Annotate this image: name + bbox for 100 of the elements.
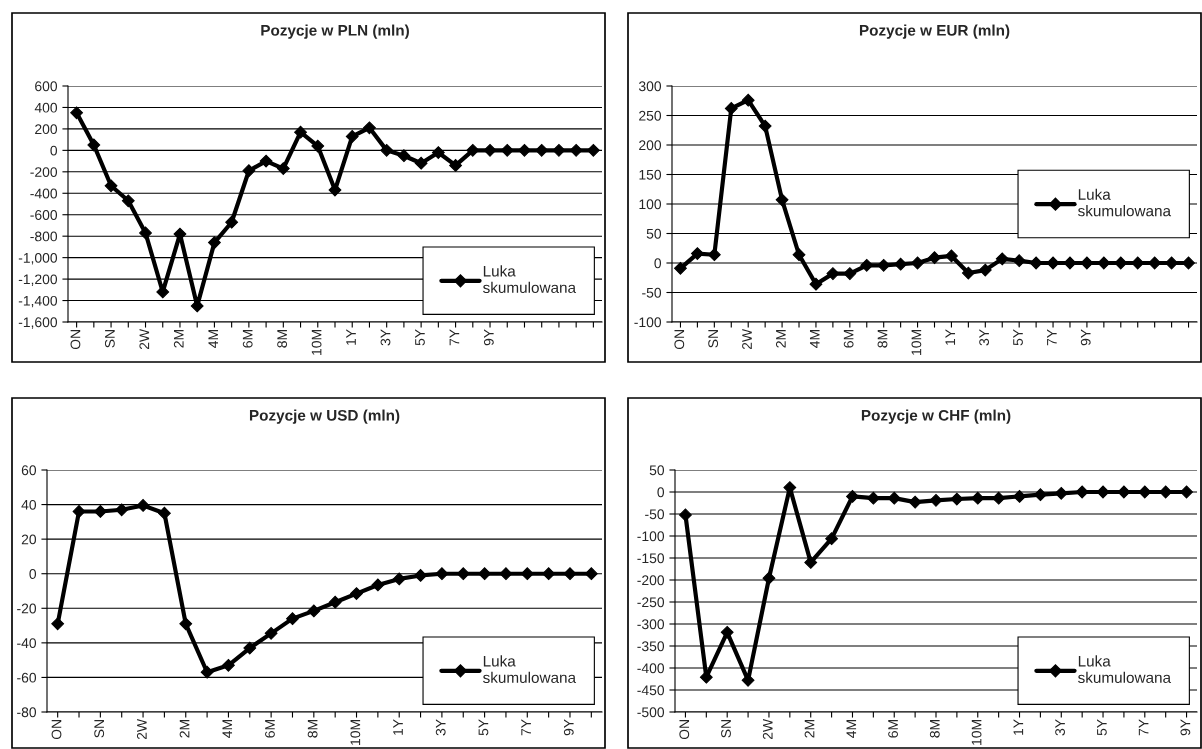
y-tick-label: 400: [34, 102, 58, 113]
chart-title: Pozycje w PLN (mln): [261, 24, 409, 39]
point: [518, 143, 531, 157]
point: [1097, 256, 1111, 270]
x-tick-label: SN: [94, 720, 105, 738]
x-tick-label: 3Y: [380, 329, 391, 346]
point: [307, 604, 321, 618]
point: [136, 499, 150, 512]
point: [520, 567, 534, 581]
x-tick-label: 7Y: [1138, 719, 1149, 736]
x-tick-label: 2W: [762, 718, 773, 740]
point: [1054, 486, 1068, 500]
y-tick-label: -600: [30, 210, 58, 220]
point: [115, 503, 129, 517]
point: [431, 146, 445, 159]
y-tick-label: -40: [17, 638, 37, 649]
point: [860, 258, 874, 272]
point: [995, 252, 1009, 266]
x-tick-label: 7Y: [449, 329, 460, 346]
point: [992, 491, 1006, 505]
y-tick-label: 300: [638, 81, 662, 92]
y-tick-label: 200: [35, 124, 58, 135]
x-tick-label: 5Y: [478, 719, 489, 736]
point: [87, 138, 101, 152]
y-tick-label: -1,000: [18, 252, 58, 265]
x-tick-label: SN: [104, 330, 115, 348]
point: [563, 567, 577, 581]
point: [809, 277, 823, 291]
point: [1117, 485, 1131, 499]
point: [311, 139, 325, 153]
point: [478, 567, 492, 581]
point: [93, 505, 107, 518]
point: [225, 215, 239, 229]
point: [950, 492, 964, 506]
point: [929, 493, 943, 507]
point: [1075, 485, 1089, 499]
y-tick-label: 250: [639, 110, 662, 121]
y-tick-label: -400: [637, 663, 665, 674]
point: [1148, 256, 1162, 270]
y-tick-label: -1,200: [18, 274, 58, 286]
y-tick-label: 600: [35, 81, 58, 92]
point: [1012, 254, 1026, 268]
point: [877, 258, 891, 272]
point: [542, 567, 556, 581]
point: [887, 491, 901, 505]
y-tick-label: -50: [642, 287, 662, 298]
y-tick-label: 200: [639, 140, 662, 151]
point: [70, 106, 84, 120]
point: [104, 179, 118, 193]
y-tick-label: 150: [639, 169, 662, 180]
point: [866, 491, 880, 505]
x-tick-label: 10M: [911, 330, 922, 355]
point: [208, 236, 221, 250]
x-tick-label: 2M: [179, 720, 190, 738]
y-tick-label: -60: [17, 672, 37, 683]
point: [200, 665, 214, 679]
point: [762, 571, 776, 585]
x-tick-label: 3Y: [979, 329, 990, 346]
y-tick-label: -50: [645, 509, 665, 520]
point: [1182, 256, 1195, 270]
x-tick-label: 8M: [277, 330, 288, 348]
point: [1180, 485, 1193, 499]
x-tick-label: 6M: [242, 330, 253, 348]
x-tick-label: 2W: [742, 328, 752, 350]
point: [741, 93, 755, 107]
x-tick-label: 9Y: [563, 719, 574, 736]
chart-title: Pozycje w EUR (mln): [859, 24, 1010, 39]
point: [51, 617, 65, 631]
point: [414, 569, 427, 582]
y-tick-label: -500: [637, 707, 665, 718]
point: [978, 263, 992, 277]
point: [586, 143, 600, 157]
point: [397, 149, 411, 163]
x-tick-label: 3Y: [1055, 719, 1066, 736]
x-tick-label: 8M: [307, 720, 318, 738]
point: [222, 658, 235, 672]
y-tick-label: 40: [21, 499, 37, 510]
x-tick-label: 9Y: [1080, 329, 1091, 346]
x-tick-label: 10M: [350, 720, 361, 745]
point: [908, 495, 922, 509]
point: [371, 578, 385, 592]
x-tick-label: 6M: [843, 330, 854, 348]
y-tick-label: -450: [637, 685, 665, 696]
x-tick-label: 1Y: [1013, 719, 1024, 735]
x-tick-label: 6M: [888, 720, 898, 738]
point: [435, 567, 449, 581]
point: [825, 532, 839, 546]
y-tick-label: -800: [30, 231, 58, 242]
x-tick-label: 8M: [929, 720, 940, 738]
point: [569, 143, 583, 157]
point: [928, 251, 941, 265]
x-tick-label: 4M: [809, 330, 820, 348]
point: [328, 595, 342, 609]
x-tick-label: 5Y: [1097, 719, 1107, 736]
x-tick-label: 10M: [311, 330, 322, 355]
point: [894, 257, 908, 271]
y-tick-label: -400: [30, 188, 58, 199]
x-tick-label: SN: [708, 330, 719, 348]
point: [1114, 256, 1128, 270]
x-tick-label: ON: [51, 720, 62, 740]
